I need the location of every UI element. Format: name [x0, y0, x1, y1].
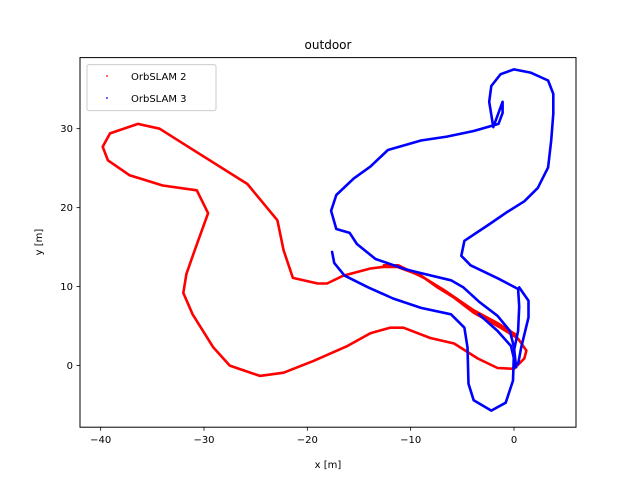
- legend-box: [86, 64, 217, 112]
- legend-label: OrbSLAM 2: [131, 72, 187, 83]
- x-axis-label: x [m]: [315, 460, 342, 471]
- y-tick-label: 10: [60, 282, 73, 293]
- y-tick-label: 0: [67, 361, 73, 372]
- trajectory-orbslam-3: [477, 312, 518, 369]
- trajectory-orbslam-3: [516, 286, 530, 366]
- plot-area: [101, 68, 555, 412]
- y-tick-label: 20: [60, 203, 73, 214]
- legend-marker-blue-icon: [106, 97, 108, 99]
- axes-frame: [79, 57, 577, 428]
- y-axis-ticks: 0 10 20 30: [60, 124, 80, 372]
- x-tick-label: −40: [90, 435, 111, 446]
- legend-marker-red-icon: [106, 75, 108, 77]
- trajectory-orbslam-3: [329, 68, 555, 412]
- x-tick-label: 0: [511, 435, 517, 446]
- chart-title: outdoor: [305, 38, 352, 52]
- legend: OrbSLAM 2 OrbSLAM 3: [86, 64, 217, 112]
- x-tick-label: −10: [400, 435, 421, 446]
- x-axis-ticks: −40 −30 −20 −10 0: [90, 427, 517, 446]
- x-tick-label: −20: [297, 435, 318, 446]
- legend-item-orbslam3: OrbSLAM 3: [106, 94, 187, 105]
- y-axis-label: y [m]: [34, 229, 45, 256]
- x-tick-label: −30: [193, 435, 214, 446]
- y-tick-label: 30: [60, 124, 73, 135]
- legend-item-orbslam2: OrbSLAM 2: [106, 72, 187, 83]
- legend-label: OrbSLAM 3: [131, 94, 187, 105]
- trajectory-orbslam-2: [382, 263, 518, 337]
